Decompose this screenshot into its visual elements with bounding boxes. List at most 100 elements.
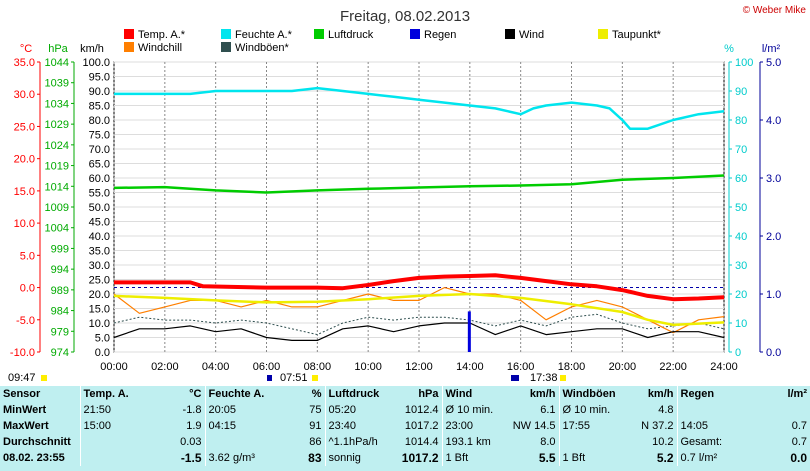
humidity-tick: 30	[735, 260, 747, 272]
speed-tick: 75.0	[89, 130, 110, 142]
pressure-tick: 989	[51, 285, 69, 297]
cell: -1.8	[182, 404, 202, 416]
cell	[742, 402, 810, 418]
cell: 1017.2	[401, 451, 439, 465]
rain-tick: 2.0	[766, 231, 781, 243]
legend-swatch-wind	[505, 29, 515, 39]
cell: 1014.4	[404, 436, 439, 448]
cell: 0.7	[791, 436, 807, 448]
cell: N 37.2	[641, 420, 674, 432]
legend-swatch-pressure	[314, 29, 324, 39]
hdr-humidity: Feuchte A.	[204, 386, 275, 402]
hdr-temp-unit: °C	[189, 388, 202, 400]
series-humidity	[114, 86, 725, 130]
cell: 23:00	[441, 418, 504, 434]
pressure-tick: 1009	[45, 202, 69, 214]
cell: 20:05	[204, 402, 275, 418]
cell: 1017.2	[404, 420, 439, 432]
cell: 21:50	[79, 402, 145, 418]
legend-label-wind: Wind	[519, 29, 544, 41]
x-axis: 00:00 02:00 04:00 06:00 08:00 10:00 12:00 14:00…	[100, 361, 738, 373]
rain-tick: 1.0	[766, 289, 781, 301]
speed-tick: 100.0	[82, 57, 110, 69]
sunrise-marker	[267, 375, 272, 381]
legend-swatch-temp	[124, 29, 134, 39]
rain-axis-label: l/m²	[762, 43, 781, 55]
left-time-label: 09:47	[8, 372, 36, 384]
x-tick: 08:00	[304, 361, 332, 373]
speed-tick: 5.0	[95, 333, 110, 345]
sunset-dot	[560, 375, 566, 381]
temp-tick: 30.0	[14, 89, 35, 101]
pressure-tick: 1029	[45, 119, 69, 131]
sunset-marker	[511, 375, 519, 381]
pressure-tick: 1024	[45, 140, 69, 152]
pressure-tick: 1034	[45, 98, 69, 110]
pressure-tick: 974	[51, 347, 69, 359]
stats-row-max: MaxWert 15:00 1.9 04:15 91 23:40 1017.2 …	[0, 418, 810, 434]
hdr-rain-unit: l/m²	[787, 388, 807, 400]
humidity-tick: 100	[735, 57, 753, 69]
temp-tick: -5.0	[16, 315, 35, 327]
cell: -1.5	[180, 451, 202, 465]
legend-label-gusts: Windböen*	[235, 42, 290, 54]
temp-axis-label: °C	[20, 43, 32, 55]
pressure-tick: 979	[51, 326, 69, 338]
sunrise-label: 07:51	[280, 372, 308, 384]
cell	[79, 450, 145, 466]
speed-tick: 95.0	[89, 72, 110, 84]
legend-swatch-windchill	[124, 42, 134, 52]
speed-tick: 70.0	[89, 144, 110, 156]
sunrise-dot	[312, 375, 318, 381]
cell: 6.1	[540, 404, 556, 416]
row-label: MaxWert	[3, 420, 49, 432]
cell	[79, 434, 145, 450]
humidity-tick: 0	[735, 347, 741, 359]
pressure-axis-label: hPa	[48, 43, 68, 55]
temp-tick: 0.0	[20, 283, 35, 295]
humidity-tick: 50	[735, 202, 747, 214]
chart-title: Freitag, 08.02.2013	[340, 8, 470, 25]
speed-axis-label: km/h	[80, 43, 104, 55]
stats-row-min: MinWert 21:50 -1.8 20:05 75 05:20 1012.4…	[0, 402, 810, 418]
speed-tick: 0.0	[95, 347, 110, 359]
cell: Ø 10 min.	[441, 402, 504, 418]
humidity-tick: 10	[735, 318, 747, 330]
legend-label-pressure: Luftdruck	[328, 29, 374, 41]
x-tick: 04:00	[202, 361, 230, 373]
rain-bar	[467, 311, 471, 352]
row-label: 08.02. 23:55	[3, 452, 65, 464]
series-dew	[113, 292, 725, 327]
cell: Gesamt:	[676, 434, 742, 450]
temp-tick: -10.0	[10, 347, 35, 359]
legend-label-rain: Regen	[424, 29, 456, 41]
cell: 193.1 km	[441, 434, 504, 450]
cell: sonnig	[324, 450, 397, 466]
cell: 5.2	[656, 451, 674, 465]
row-label: Durchschnitt	[3, 436, 71, 448]
humidity-axis-label: %	[724, 43, 734, 55]
cell: 8.0	[540, 436, 556, 448]
legend-swatch-dew	[598, 29, 608, 39]
humidity-tick: 40	[735, 231, 747, 243]
legend-label-humidity: Feuchte A.*	[235, 29, 293, 41]
legend-label-windchill: Windchill	[138, 42, 182, 54]
x-tick: 06:00	[253, 361, 281, 373]
legend-swatch-gusts	[221, 42, 231, 52]
axes: 0.0 5.0 10.0 15.0 20.0 25.0 30.0 35.0 40.0 45.0 50…	[10, 57, 781, 359]
rain-tick: 0.0	[766, 347, 781, 359]
pressure-tick: 984	[51, 306, 69, 318]
speed-tick: 80.0	[89, 115, 110, 127]
hdr-pressure-unit: hPa	[418, 388, 439, 400]
speed-tick: 25.0	[89, 275, 110, 287]
left-time-marker	[41, 375, 47, 381]
stats-row-avg: Durchschnitt 0.03 86 ^1.1hPa/h 1014.4 19…	[0, 434, 810, 450]
cell: 75	[309, 404, 322, 416]
humidity-tick: 80	[735, 115, 747, 127]
speed-tick: 40.0	[89, 231, 110, 243]
pressure-tick: 1039	[45, 78, 69, 90]
temp-tick: 5.0	[20, 250, 35, 262]
speed-tick: 30.0	[89, 260, 110, 272]
speed-tick: 15.0	[89, 304, 110, 316]
temp-tick: 35.0	[14, 57, 35, 69]
